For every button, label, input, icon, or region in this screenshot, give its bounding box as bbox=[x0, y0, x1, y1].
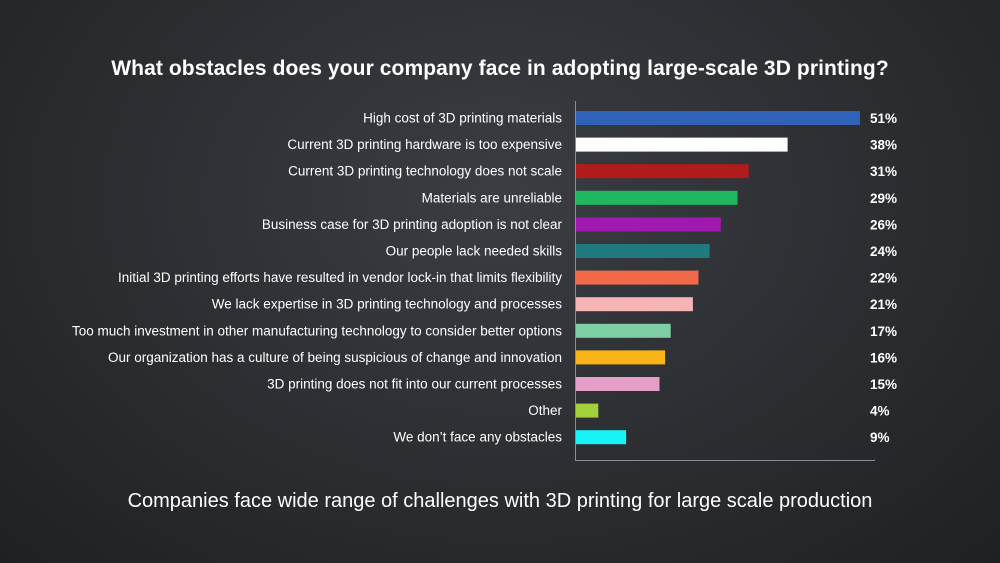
bar-12 bbox=[576, 403, 599, 418]
value-label-4: 29% bbox=[870, 191, 897, 206]
category-label-11: 3D printing does not fit into our curren… bbox=[267, 377, 562, 392]
category-label-13: We don’t face any obstacles bbox=[393, 430, 562, 445]
chart-subtitle: Companies face wide range of challenges … bbox=[127, 490, 873, 512]
value-label-3: 31% bbox=[870, 164, 897, 179]
value-label-8: 21% bbox=[870, 297, 897, 312]
category-label-2: Current 3D printing hardware is too expe… bbox=[287, 137, 562, 152]
value-label-10: 16% bbox=[870, 350, 897, 365]
value-label-2: 38% bbox=[870, 138, 897, 153]
category-label-8: We lack expertise in 3D printing technol… bbox=[212, 297, 562, 312]
bar-3 bbox=[576, 164, 749, 179]
chart-title: What obstacles does your company face in… bbox=[111, 57, 889, 80]
category-label-3: Current 3D printing technology does not … bbox=[288, 164, 562, 179]
value-label-12: 4% bbox=[870, 404, 890, 419]
category-label-6: Our people lack needed skills bbox=[386, 244, 563, 259]
category-label-7: Initial 3D printing efforts have resulte… bbox=[118, 270, 562, 285]
category-label-5: Business case for 3D printing adoption i… bbox=[262, 217, 563, 232]
bar-8 bbox=[576, 297, 693, 312]
bar-7 bbox=[576, 270, 699, 285]
value-label-5: 26% bbox=[870, 217, 897, 232]
value-label-6: 24% bbox=[870, 244, 897, 259]
bar-10 bbox=[576, 350, 666, 365]
bar-11 bbox=[576, 377, 660, 391]
bar-4 bbox=[576, 190, 738, 205]
bar-1 bbox=[576, 111, 860, 125]
category-label-10: Our organization has a culture of being … bbox=[108, 350, 562, 365]
value-label-11: 15% bbox=[870, 377, 897, 392]
value-label-13: 9% bbox=[870, 430, 890, 445]
bars-layer: High cost of 3D printing materials 51% Cur… bbox=[72, 111, 897, 446]
category-label-4: Materials are unreliable bbox=[422, 190, 562, 205]
value-label-1: 51% bbox=[870, 111, 897, 126]
bar-5 bbox=[576, 217, 721, 232]
category-label-12: Other bbox=[528, 403, 562, 418]
bar-13 bbox=[576, 430, 627, 445]
bar-2 bbox=[576, 137, 788, 152]
bar-6 bbox=[576, 244, 710, 258]
value-label-7: 22% bbox=[870, 271, 897, 286]
category-label-1: High cost of 3D printing materials bbox=[363, 111, 562, 126]
bar-9 bbox=[576, 323, 671, 338]
value-label-9: 17% bbox=[870, 324, 897, 339]
category-label-9: Too much investment in other manufacturi… bbox=[72, 323, 562, 338]
